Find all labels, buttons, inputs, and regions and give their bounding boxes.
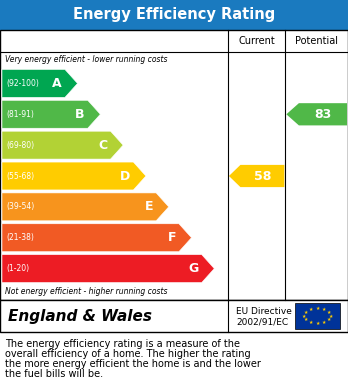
Polygon shape — [2, 131, 123, 159]
Polygon shape — [2, 224, 191, 252]
Text: ★: ★ — [309, 320, 313, 325]
Polygon shape — [2, 193, 169, 221]
Text: ★: ★ — [315, 321, 320, 326]
Text: G: G — [189, 262, 199, 275]
Text: overall efficiency of a home. The higher the rating: overall efficiency of a home. The higher… — [5, 349, 251, 359]
Text: ★: ★ — [302, 314, 306, 319]
Text: ★: ★ — [322, 320, 326, 325]
Text: the fuel bills will be.: the fuel bills will be. — [5, 369, 103, 379]
Text: 58: 58 — [254, 170, 271, 183]
Bar — [0, 0, 348, 30]
Text: ★: ★ — [303, 317, 308, 323]
Text: the more energy efficient the home is and the lower: the more energy efficient the home is an… — [5, 359, 261, 369]
Text: C: C — [98, 139, 108, 152]
Text: (69-80): (69-80) — [6, 141, 34, 150]
Text: ★: ★ — [322, 307, 326, 312]
Text: The energy efficiency rating is a measure of the: The energy efficiency rating is a measur… — [5, 339, 240, 349]
Text: ★: ★ — [315, 306, 320, 311]
Text: (21-38): (21-38) — [6, 233, 34, 242]
Polygon shape — [2, 162, 146, 190]
Text: F: F — [167, 231, 176, 244]
Text: ★: ★ — [329, 314, 333, 319]
Text: Not energy efficient - higher running costs: Not energy efficient - higher running co… — [5, 287, 167, 296]
Text: B: B — [75, 108, 85, 121]
Text: ★: ★ — [303, 310, 308, 315]
Polygon shape — [2, 100, 100, 128]
Text: (55-68): (55-68) — [6, 172, 34, 181]
Text: (1-20): (1-20) — [6, 264, 29, 273]
Text: 83: 83 — [314, 108, 332, 121]
Polygon shape — [2, 70, 78, 97]
Polygon shape — [286, 103, 347, 126]
Bar — [0, 300, 348, 332]
Text: 2002/91/EC: 2002/91/EC — [236, 317, 288, 326]
Text: Current: Current — [238, 36, 275, 46]
Text: Very energy efficient - lower running costs: Very energy efficient - lower running co… — [5, 56, 167, 65]
Text: (92-100): (92-100) — [6, 79, 39, 88]
Text: E: E — [145, 200, 153, 213]
Text: Energy Efficiency Rating: Energy Efficiency Rating — [73, 7, 275, 23]
Text: ★: ★ — [309, 307, 313, 312]
Text: ★: ★ — [327, 310, 331, 315]
Text: A: A — [52, 77, 62, 90]
Text: (81-91): (81-91) — [6, 110, 34, 119]
Bar — [295, 303, 340, 329]
Bar — [0, 30, 348, 300]
Polygon shape — [2, 255, 214, 283]
Text: Potential: Potential — [295, 36, 338, 46]
Text: EU Directive: EU Directive — [236, 307, 292, 316]
Text: ★: ★ — [327, 317, 331, 323]
Text: (39-54): (39-54) — [6, 203, 34, 212]
Polygon shape — [229, 165, 284, 187]
Text: D: D — [120, 170, 130, 183]
Text: England & Wales: England & Wales — [8, 308, 152, 323]
